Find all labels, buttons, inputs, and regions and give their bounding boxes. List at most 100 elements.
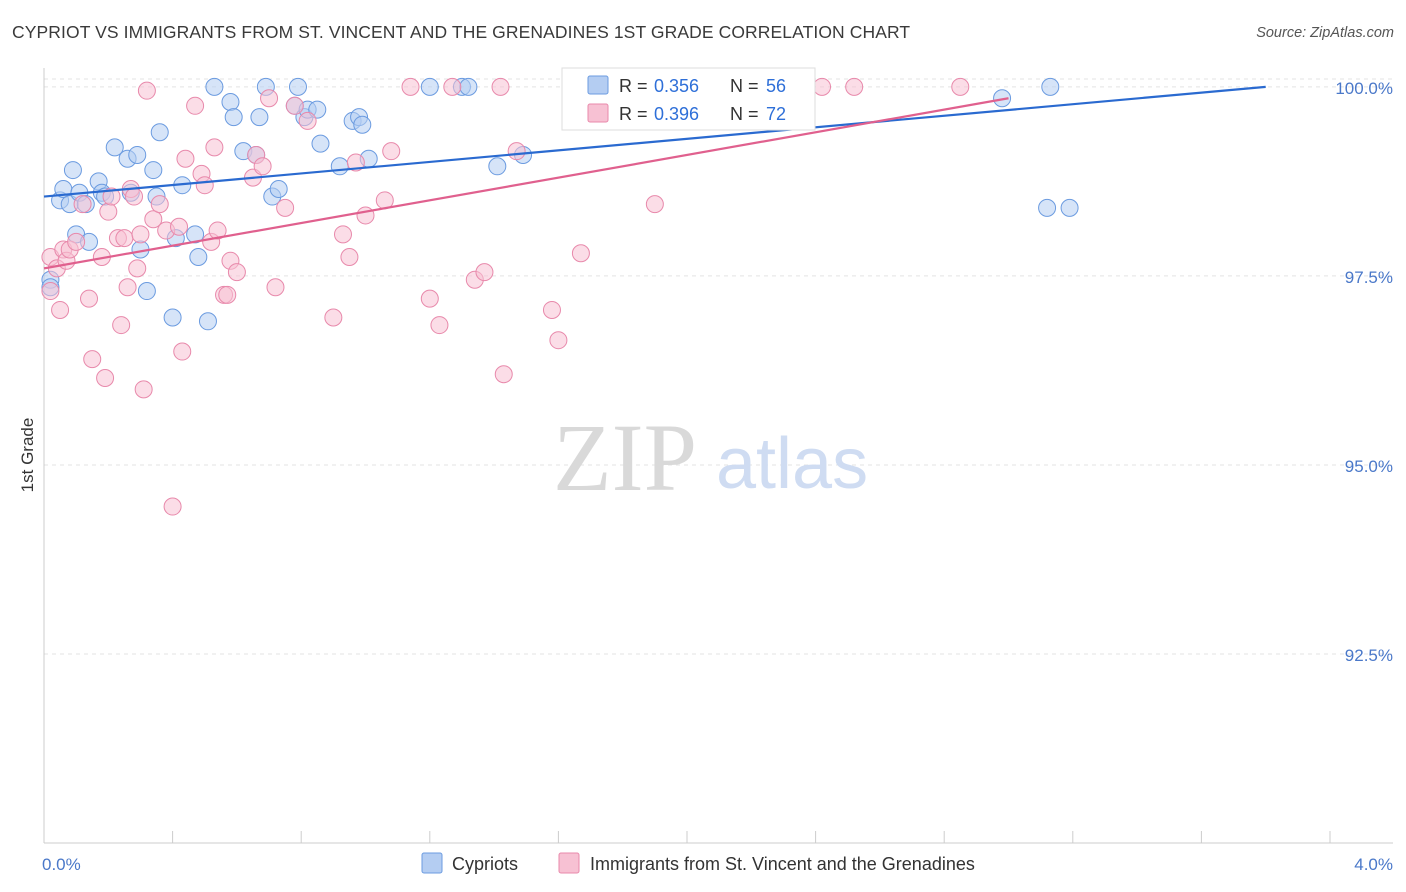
legend-n-label-immigrants: N = [730, 104, 759, 124]
immigrants-point [420, 289, 439, 308]
cypriots-point [993, 89, 1012, 108]
immigrants-point [125, 187, 144, 206]
watermark-atlas: atlas [716, 424, 868, 504]
immigrants-point [208, 221, 227, 240]
y-tick-label: 95.0% [1345, 457, 1393, 476]
immigrants-point [382, 142, 401, 161]
legend-r-label-immigrants: R = [619, 104, 648, 124]
y-tick-labels: 100.0% 97.5% 95.0% 92.5% [1335, 79, 1393, 665]
immigrants-point [112, 316, 131, 335]
immigrants-point [475, 263, 494, 282]
grid-lines [44, 78, 1393, 655]
cypriots-point [163, 308, 182, 327]
cypriots-point [1038, 198, 1057, 217]
cypriots-point [1041, 77, 1060, 96]
cypriots-point [459, 77, 478, 96]
x-tick-label-max: 4.0% [1354, 855, 1393, 874]
cypriots-point [128, 145, 147, 164]
immigrants-trend-line [43, 97, 1009, 270]
immigrants-point [356, 206, 375, 225]
cypriots-point [420, 77, 439, 96]
legend-n-label-cypriots: N = [730, 76, 759, 96]
immigrants-point [80, 289, 99, 308]
cypriots-point [221, 93, 240, 112]
cypriots-point [144, 161, 163, 180]
immigrants-point [333, 225, 352, 244]
cypriots-point [288, 77, 307, 96]
legend-swatch-cypriots [587, 75, 609, 95]
immigrants-point [102, 187, 121, 206]
immigrants-point [115, 229, 134, 248]
immigrants-point [494, 365, 513, 384]
immigrants-point [131, 225, 150, 244]
immigrants-point [134, 380, 153, 399]
immigrants-point [150, 195, 169, 214]
cypriots-point [330, 157, 349, 176]
cypriots-point [488, 157, 507, 176]
bottom-legend-swatch-immigrants [558, 852, 580, 874]
immigrants-point [298, 111, 317, 130]
immigrants-point [227, 263, 246, 282]
cypriots-point [105, 138, 124, 157]
immigrants-point [170, 217, 189, 236]
immigrants-point [118, 278, 137, 297]
immigrants-point [491, 77, 510, 96]
legend-r-label-cypriots: R = [619, 76, 648, 96]
watermark-zip: ZIP [553, 404, 697, 511]
cypriots-point [63, 161, 82, 180]
immigrants-point [83, 350, 102, 369]
immigrants-point [73, 195, 92, 214]
x-tick-label-min: 0.0% [42, 855, 81, 874]
cypriots-point [150, 123, 169, 142]
cypriots-point [198, 312, 217, 331]
immigrants-point [285, 96, 304, 115]
cypriots-point [224, 108, 243, 127]
immigrants-point [176, 149, 195, 168]
cypriots-point [186, 225, 205, 244]
cypriots-point [269, 179, 288, 198]
chart-title: CYPRIOT VS IMMIGRANTS FROM ST. VINCENT A… [12, 22, 911, 42]
bottom-legend-swatch-cypriots [421, 852, 443, 874]
y-axis-label: 1st Grade [18, 418, 37, 493]
immigrants-point [260, 89, 279, 108]
cypriots-point [205, 77, 224, 96]
cypriots-trend-line [43, 85, 1266, 198]
immigrants-point [253, 157, 272, 176]
immigrants-point [507, 142, 526, 161]
immigrants-point [51, 300, 70, 319]
immigrants-point [549, 331, 568, 350]
legend-swatch-immigrants [587, 103, 609, 123]
cypriots-point [250, 108, 269, 127]
immigrants-point [41, 282, 60, 301]
stats-legend: R = 0.356 N = 56 R = 0.396 N = 72 [561, 67, 816, 131]
y-tick-label: 97.5% [1345, 268, 1393, 287]
immigrants-point [346, 153, 365, 172]
legend-n-value-cypriots: 56 [766, 76, 786, 96]
immigrants-point [99, 202, 118, 221]
axes [43, 68, 1393, 844]
series-legend: Cypriots Immigrants from St. Vincent and… [421, 852, 975, 874]
immigrants-point [67, 232, 86, 251]
bottom-legend-label-cypriots: Cypriots [452, 854, 518, 874]
immigrants-point [951, 77, 970, 96]
immigrants-point [144, 210, 163, 229]
immigrants-point [401, 77, 420, 96]
legend-n-value-immigrants: 72 [766, 104, 786, 124]
cypriots-point [189, 248, 208, 267]
y-tick-label: 100.0% [1335, 79, 1393, 98]
immigrants-point [96, 369, 115, 387]
source-credit: Source: ZipAtlas.com [1256, 25, 1394, 41]
immigrants-point [205, 138, 224, 157]
cypriots-point [353, 115, 372, 134]
immigrants-point [218, 285, 237, 304]
immigrants-point [186, 96, 205, 115]
cypriots-point [311, 134, 330, 153]
immigrants-point [173, 342, 192, 361]
immigrants-point [542, 300, 561, 319]
cypriots-point [137, 282, 156, 301]
legend-r-value-cypriots: 0.356 [654, 76, 699, 96]
immigrants-point [845, 77, 864, 96]
y-tick-label: 92.5% [1345, 646, 1393, 665]
immigrants-point [195, 176, 214, 195]
immigrants-point [163, 497, 182, 516]
